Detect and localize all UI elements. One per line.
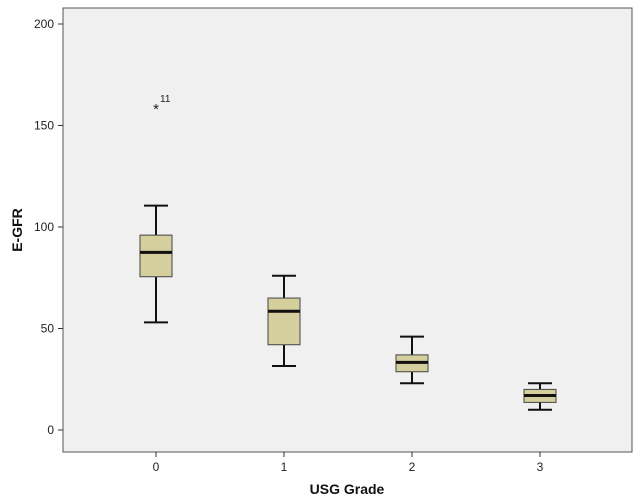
x-tick-label: 1 [281,460,288,474]
plot-area [62,7,633,453]
box [139,234,173,278]
box-group-0: *11 [139,94,173,324]
box-group-2 [395,335,429,385]
x-axis-label: USG Grade [310,481,385,497]
outlier-label: 11 [160,94,171,105]
y-tick-label: 200 [34,17,54,31]
x-tick-label: 3 [537,460,544,474]
box [267,297,301,346]
y-tick-label: 50 [41,322,55,336]
x-tick-label: 0 [153,460,160,474]
box-group-1 [267,274,301,368]
y-tick-label: 100 [34,220,54,234]
x-tick-label: 2 [409,460,416,474]
box-group-3 [523,382,557,411]
y-tick-label: 0 [47,423,54,437]
outlier-marker: * [153,101,159,118]
y-tick-label: 150 [34,119,54,133]
y-axis-label: E-GFR [9,208,25,252]
